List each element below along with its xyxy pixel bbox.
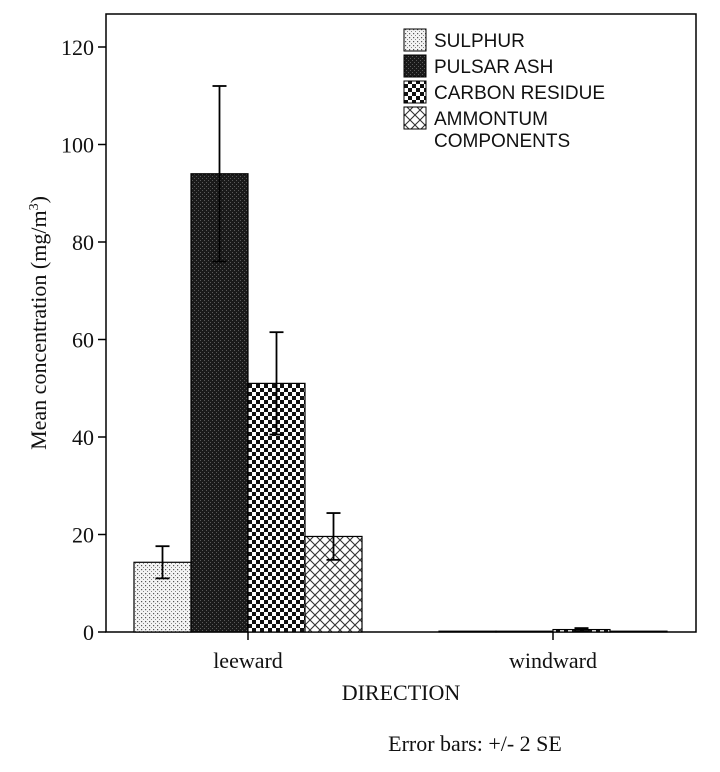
legend-label-line: SULPHUR (434, 31, 525, 52)
legend-swatch (403, 28, 427, 52)
x-axis: leeward windward (213, 632, 597, 673)
y-axis-title-sup: 3 (27, 203, 42, 210)
y-axis-title: Mean concentration (mg/m3) (26, 196, 51, 450)
legend-label: CARBON RESIDUE (434, 83, 605, 104)
legend: SULPHUR PULSAR ASH CARBON RESIDUE AMMONTUM C… (403, 28, 605, 152)
y-axis-title-main: Mean concentration (mg/m (26, 210, 51, 449)
y-axis-title-end: ) (26, 196, 51, 203)
legend-label: SULPHUR (434, 31, 525, 52)
y-tick-label: 60 (72, 328, 94, 353)
error-bars (155, 85, 589, 632)
x-tick-label: leeward (213, 648, 283, 673)
legend-label-line: PULSAR ASH (434, 57, 553, 78)
y-tick-label: 20 (72, 523, 94, 548)
legend-swatch (403, 106, 427, 130)
error-bars-note: Error bars: +/- 2 SE (388, 731, 562, 756)
bars (133, 173, 668, 633)
bar (609, 630, 668, 633)
y-tick-label: 0 (83, 620, 94, 645)
y-tick-label: 80 (72, 230, 94, 255)
bar (495, 630, 554, 633)
legend-label-line: AMMONTUM (434, 109, 548, 130)
x-tick-label: windward (509, 648, 597, 673)
y-tick-label: 120 (61, 35, 94, 60)
y-axis: 0 20 40 60 80 100 120 (61, 35, 106, 645)
legend-swatch (403, 54, 427, 78)
bar (438, 630, 497, 633)
legend-label: AMMONTUM COMPONENTS (434, 109, 570, 152)
legend-swatch (403, 80, 427, 104)
y-tick-label: 40 (72, 425, 94, 450)
y-tick-label: 100 (61, 133, 94, 158)
legend-label-line: CARBON RESIDUE (434, 83, 605, 104)
plot-frame (105, 13, 697, 633)
legend-label: PULSAR ASH (434, 57, 553, 78)
x-axis-title: DIRECTION (342, 680, 461, 705)
legend-label-line: COMPONENTS (434, 131, 570, 152)
